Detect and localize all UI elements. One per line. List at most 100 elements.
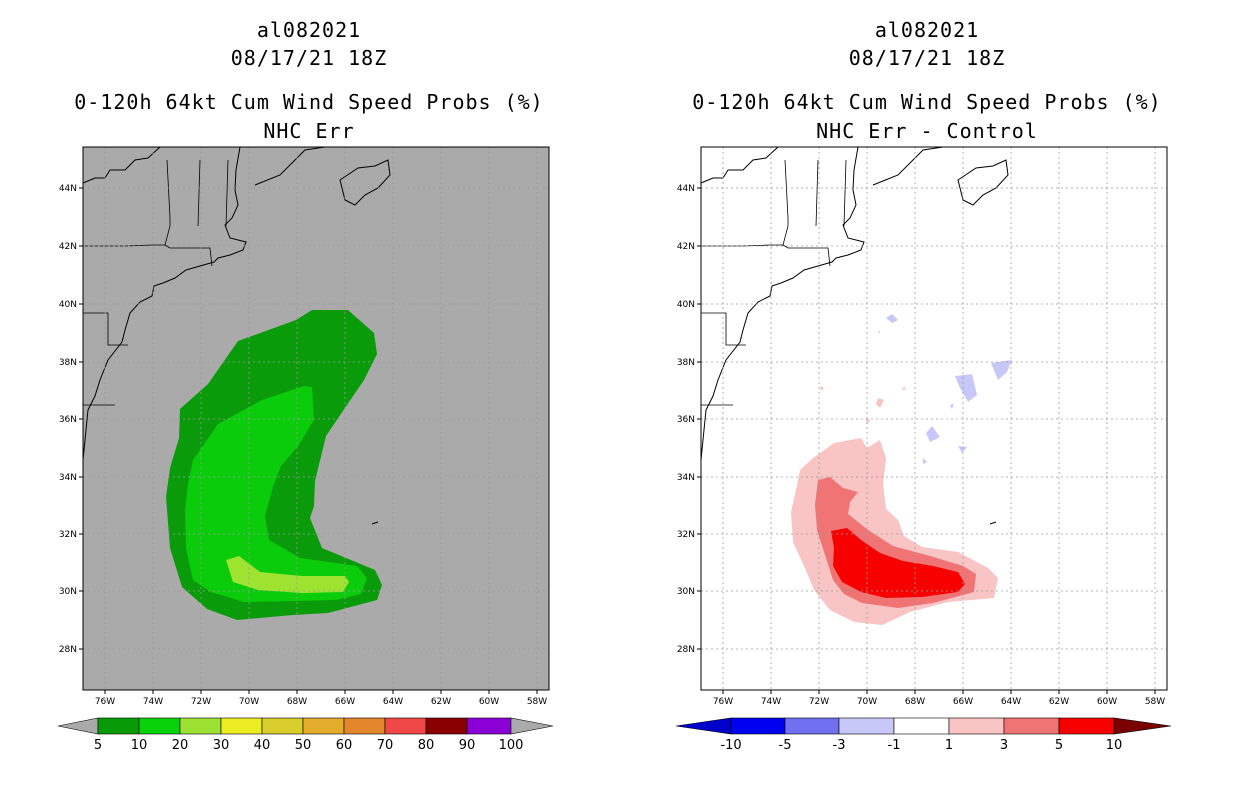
y-tick-label: 38N xyxy=(59,358,77,368)
x-tick-label: 66W xyxy=(335,697,355,707)
storm-id: al082021 xyxy=(874,18,980,42)
colorbar-label: 3 xyxy=(1000,738,1008,753)
x-tick-label: 66W xyxy=(953,697,973,707)
x-tick-label: 70W xyxy=(857,697,877,707)
grid-lines xyxy=(701,147,1167,690)
colorbar-arrow-low xyxy=(57,717,99,735)
y-tick-label: 38N xyxy=(677,358,695,368)
right-chart-panel: al082021 08/17/21 18Z 0-120h 64kt Cum Wi… xyxy=(618,0,1236,800)
colorbar-arrow-high xyxy=(1113,717,1172,735)
chart-title: 0-120h 64kt Cum Wind Speed Probs (%) xyxy=(74,90,544,114)
x-tick-label: 72W xyxy=(191,697,211,707)
y-tick-label: 34N xyxy=(59,473,77,483)
y-tick-label: 40N xyxy=(59,300,77,310)
colorbar-label: 40 xyxy=(254,738,271,753)
colorbar-label: -10 xyxy=(720,738,741,753)
colorbar-swatch xyxy=(948,717,1005,735)
y-tick-label: 28N xyxy=(59,645,77,655)
colorbar-swatch xyxy=(97,717,140,735)
colorbar-label: 5 xyxy=(1055,738,1063,753)
colorbar-label: -3 xyxy=(833,738,846,753)
y-tick-label: 28N xyxy=(677,645,695,655)
prob-contour-20 xyxy=(226,556,349,593)
y-tick-label: 44N xyxy=(677,184,695,194)
y-tick-label: 34N xyxy=(677,473,695,483)
y-tick-label: 36N xyxy=(677,415,695,425)
datetime: 08/17/21 18Z xyxy=(230,46,388,70)
right-map: 76W 74W 72W 70W 68W 66W 64W 62W 60W 58W … xyxy=(677,146,1168,707)
colorbar-swatch xyxy=(730,717,786,735)
chart-subtitle: NHC Err xyxy=(263,119,355,143)
colorbar-swatch xyxy=(893,717,950,735)
x-tick-label: 64W xyxy=(1001,697,1021,707)
x-tick-label: 70W xyxy=(239,697,259,707)
datetime: 08/17/21 18Z xyxy=(848,46,1006,70)
chart-subtitle: NHC Err - Control xyxy=(816,119,1038,143)
y-tick-label: 40N xyxy=(677,300,695,310)
storm-id: al082021 xyxy=(256,18,362,42)
prob-contour-10 xyxy=(185,386,367,602)
y-tick-label: 30N xyxy=(59,587,77,597)
x-tick-label: 64W xyxy=(383,697,403,707)
colorbar-swatch xyxy=(138,717,181,735)
y-tick-label: 42N xyxy=(59,242,77,252)
colorbar-swatch xyxy=(1058,717,1115,735)
colorbar-label: 1 xyxy=(945,738,953,753)
colorbar-label: 70 xyxy=(377,738,394,753)
x-tick-label: 68W xyxy=(905,697,925,707)
axis-ticks xyxy=(79,187,538,694)
colorbar-label: 10 xyxy=(1106,738,1123,753)
x-tick-label: 68W xyxy=(287,697,307,707)
colorbar-label: 30 xyxy=(213,738,230,753)
colorbar-swatch xyxy=(838,717,895,735)
colorbar-label: 60 xyxy=(336,738,353,753)
colorbar-label: 50 xyxy=(295,738,312,753)
right-colorbar: -10 -5 -3 -1 1 3 5 10 xyxy=(675,717,1172,753)
left-colorbar: 5 10 20 30 40 50 60 70 80 90 100 xyxy=(57,717,554,753)
y-tick-label: 42N xyxy=(677,242,695,252)
x-tick-label: 74W xyxy=(761,697,781,707)
x-tick-label: 60W xyxy=(1097,697,1117,707)
x-tick-label: 74W xyxy=(143,697,163,707)
colorbar-swatch xyxy=(784,717,840,735)
grid-lines xyxy=(83,147,549,690)
colorbar-swatch xyxy=(261,717,304,735)
left-chart-panel: al082021 08/17/21 18Z 0-120h 64kt Cum Wi… xyxy=(57,18,554,753)
coastline xyxy=(700,146,1009,525)
colorbar-swatch xyxy=(343,717,386,735)
x-tick-label: 76W xyxy=(713,697,733,707)
colorbar-swatch xyxy=(425,717,468,735)
y-tick-label: 44N xyxy=(59,184,77,194)
colorbar-swatch xyxy=(1003,717,1060,735)
colorbar-label: 5 xyxy=(94,738,102,753)
x-tick-label: 72W xyxy=(809,697,829,707)
x-tick-label: 76W xyxy=(95,697,115,707)
coastline xyxy=(82,146,391,525)
colorbar-label: 90 xyxy=(459,738,476,753)
colorbar-swatch xyxy=(466,717,512,735)
colorbar-swatch xyxy=(384,717,427,735)
colorbar-label: 80 xyxy=(418,738,435,753)
x-tick-label: 60W xyxy=(479,697,499,707)
diff-contour-small xyxy=(820,386,906,425)
x-tick-label: 58W xyxy=(1145,697,1165,707)
colorbar-swatch xyxy=(302,717,345,735)
y-tick-label: 36N xyxy=(59,415,77,425)
colorbar-swatch xyxy=(179,717,222,735)
colorbar-label: -1 xyxy=(888,738,901,753)
diff-contour-5 xyxy=(831,528,965,598)
x-tick-label: 58W xyxy=(527,697,547,707)
colorbar-label: -5 xyxy=(779,738,792,753)
colorbar-label: 20 xyxy=(172,738,189,753)
colorbar-label: 100 xyxy=(499,738,524,753)
colorbar-arrow-low xyxy=(675,717,732,735)
diff-contour-neg1 xyxy=(878,314,1012,464)
y-tick-label: 32N xyxy=(677,530,695,540)
x-tick-label: 62W xyxy=(1049,697,1069,707)
axis-ticks xyxy=(697,187,1156,694)
y-tick-label: 30N xyxy=(677,587,695,597)
colorbar-swatch xyxy=(220,717,263,735)
colorbar-arrow-high xyxy=(510,717,554,735)
x-tick-label: 62W xyxy=(431,697,451,707)
colorbar-label: 10 xyxy=(131,738,148,753)
